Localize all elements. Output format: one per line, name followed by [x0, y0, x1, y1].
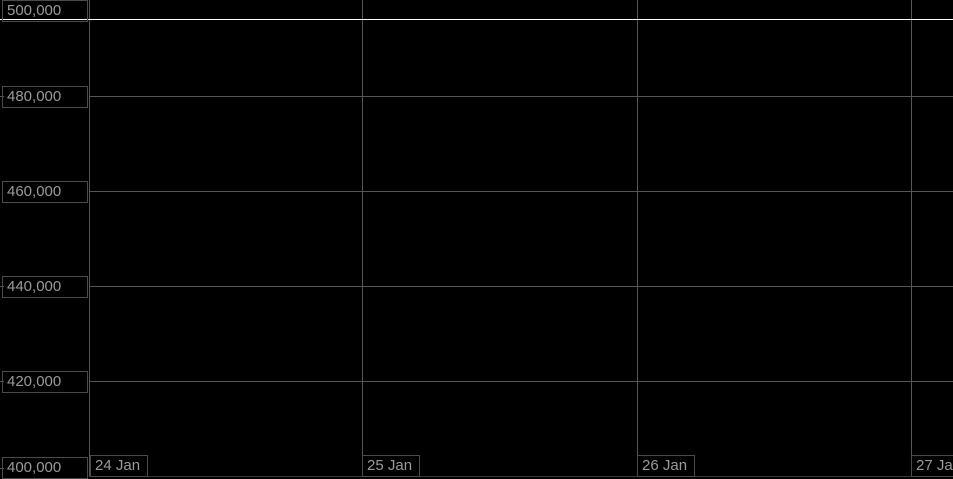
gridline-vertical-26jan: [911, 0, 912, 457]
gridline-horizontal-440000: [89, 286, 953, 287]
tick-y-440000: [89, 286, 94, 287]
gridline-vertical-24jan: [362, 0, 363, 457]
x-axis-label-25jan: 25 Jan: [362, 455, 420, 477]
plot-area[interactable]: [89, 19, 953, 476]
gridline-vertical-25jan: [637, 0, 638, 457]
x-axis-label-26jan: 26 Jan: [637, 455, 695, 477]
y-axis-label-400000: 400,000: [2, 457, 88, 479]
tick-y-420000: [89, 381, 94, 382]
gridline-horizontal-400000: [89, 476, 953, 477]
x-axis-label-24jan: 24 Jan: [90, 455, 148, 477]
y-axis-label-440000: 440,000: [2, 276, 88, 298]
y-axis-label-500000: 500,000: [2, 0, 88, 22]
y-axis-label-480000: 480,000: [2, 86, 88, 108]
tick-y-480000: [89, 96, 94, 97]
gridline-horizontal-480000: [89, 96, 953, 97]
tick-y-460000: [89, 191, 94, 192]
y-axis-label-460000: 460,000: [2, 181, 88, 203]
gridline-horizontal-500000: [0, 19, 953, 20]
gridline-horizontal-420000: [89, 381, 953, 382]
y-axis-line: [89, 0, 90, 476]
y-axis-label-420000: 420,000: [2, 371, 88, 393]
gridline-horizontal-460000: [89, 191, 953, 192]
x-axis-label-27jan: 27 Jan: [911, 455, 953, 477]
